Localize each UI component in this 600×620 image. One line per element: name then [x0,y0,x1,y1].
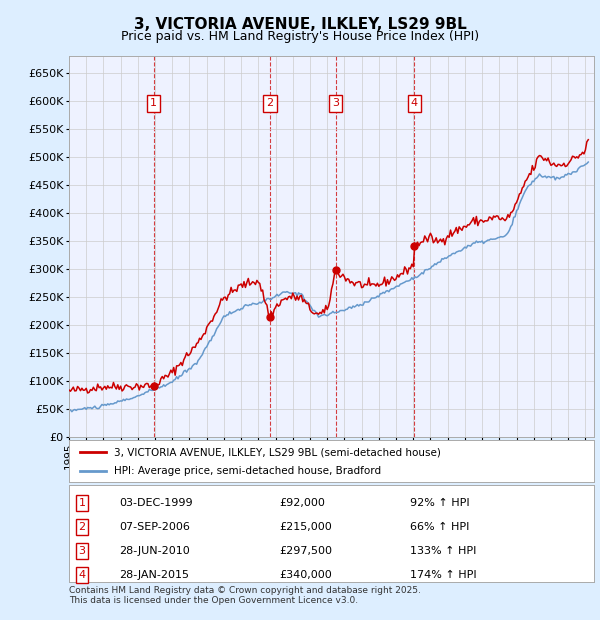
Text: 174% ↑ HPI: 174% ↑ HPI [410,570,477,580]
Text: £215,000: £215,000 [279,522,332,532]
Text: 3, VICTORIA AVENUE, ILKLEY, LS29 9BL (semi-detached house): 3, VICTORIA AVENUE, ILKLEY, LS29 9BL (se… [113,447,440,457]
Text: 4: 4 [411,99,418,108]
Text: Contains HM Land Registry data © Crown copyright and database right 2025.
This d: Contains HM Land Registry data © Crown c… [69,586,421,605]
Text: 4: 4 [79,570,86,580]
Text: 28-JAN-2015: 28-JAN-2015 [119,570,189,580]
Text: HPI: Average price, semi-detached house, Bradford: HPI: Average price, semi-detached house,… [113,466,381,476]
Text: £340,000: £340,000 [279,570,332,580]
Text: 92% ↑ HPI: 92% ↑ HPI [410,498,470,508]
Text: 2: 2 [79,522,86,532]
Text: £297,500: £297,500 [279,546,332,556]
Text: 66% ↑ HPI: 66% ↑ HPI [410,522,470,532]
Text: 3: 3 [332,99,339,108]
Text: Price paid vs. HM Land Registry's House Price Index (HPI): Price paid vs. HM Land Registry's House … [121,30,479,43]
Text: 1: 1 [79,498,86,508]
Text: 1: 1 [150,99,157,108]
Text: 2: 2 [266,99,274,108]
Text: £92,000: £92,000 [279,498,325,508]
Text: 03-DEC-1999: 03-DEC-1999 [119,498,193,508]
Text: 133% ↑ HPI: 133% ↑ HPI [410,546,476,556]
Text: 3: 3 [79,546,86,556]
Text: 28-JUN-2010: 28-JUN-2010 [119,546,190,556]
Text: 07-SEP-2006: 07-SEP-2006 [119,522,190,532]
Text: 3, VICTORIA AVENUE, ILKLEY, LS29 9BL: 3, VICTORIA AVENUE, ILKLEY, LS29 9BL [134,17,466,32]
